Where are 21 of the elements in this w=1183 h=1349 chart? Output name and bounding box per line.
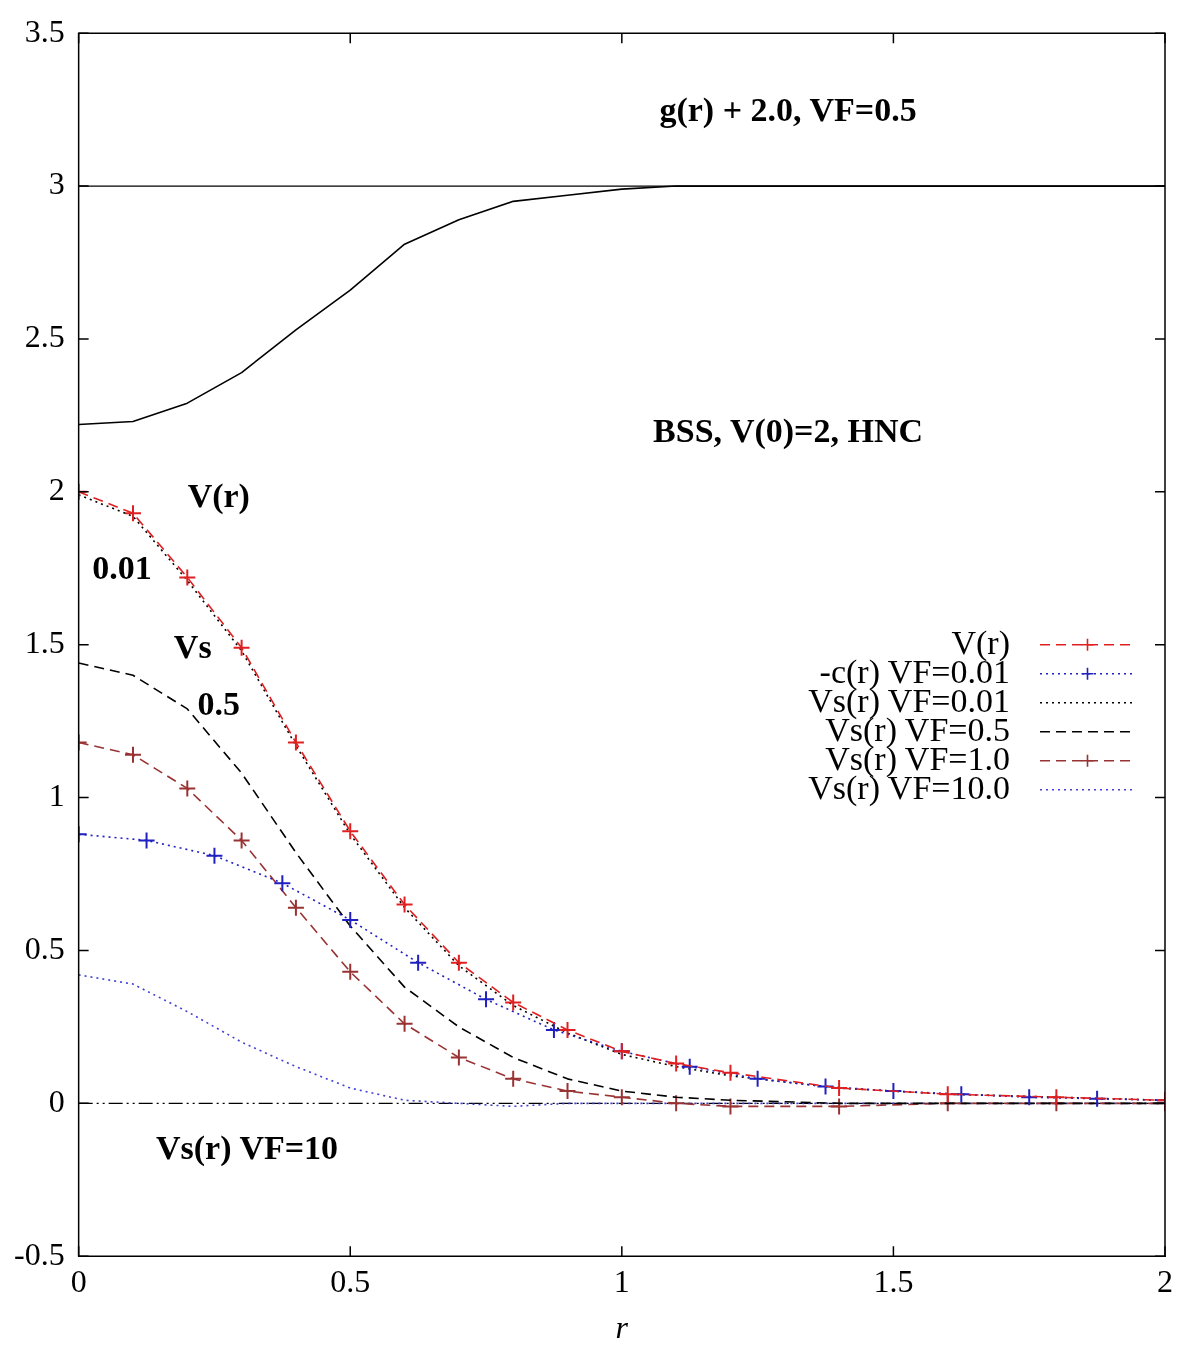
y-tick-label: 2 bbox=[48, 471, 65, 508]
x-axis-title: r bbox=[615, 1309, 629, 1346]
x-tick-label: 2 bbox=[1157, 1262, 1173, 1299]
annotation: 0.5 bbox=[197, 684, 241, 722]
y-tick-label: 0.5 bbox=[24, 929, 65, 966]
y-tick-label: 3 bbox=[48, 165, 65, 202]
annotation: BSS, V(0)=2, HNC bbox=[653, 411, 924, 450]
annotation: g(r) + 2.0, VF=0.5 bbox=[659, 91, 917, 130]
annotation: Vs(r) VF=10 bbox=[155, 1128, 339, 1167]
annotation: V(r) bbox=[187, 476, 250, 515]
annotation: Vs bbox=[173, 628, 212, 666]
x-tick-label: 0.5 bbox=[330, 1262, 371, 1299]
y-tick-label: 3.5 bbox=[24, 12, 65, 49]
y-tick-label: 1.5 bbox=[24, 624, 65, 661]
annotation: 0.01 bbox=[92, 548, 152, 586]
y-tick-label: -0.5 bbox=[14, 1235, 65, 1272]
y-tick-label: 1 bbox=[48, 776, 65, 813]
x-tick-label: 1 bbox=[613, 1262, 630, 1299]
y-tick-label: 0 bbox=[48, 1082, 65, 1119]
y-tick-label: 2.5 bbox=[24, 318, 65, 355]
x-tick-label: 1.5 bbox=[873, 1262, 914, 1299]
